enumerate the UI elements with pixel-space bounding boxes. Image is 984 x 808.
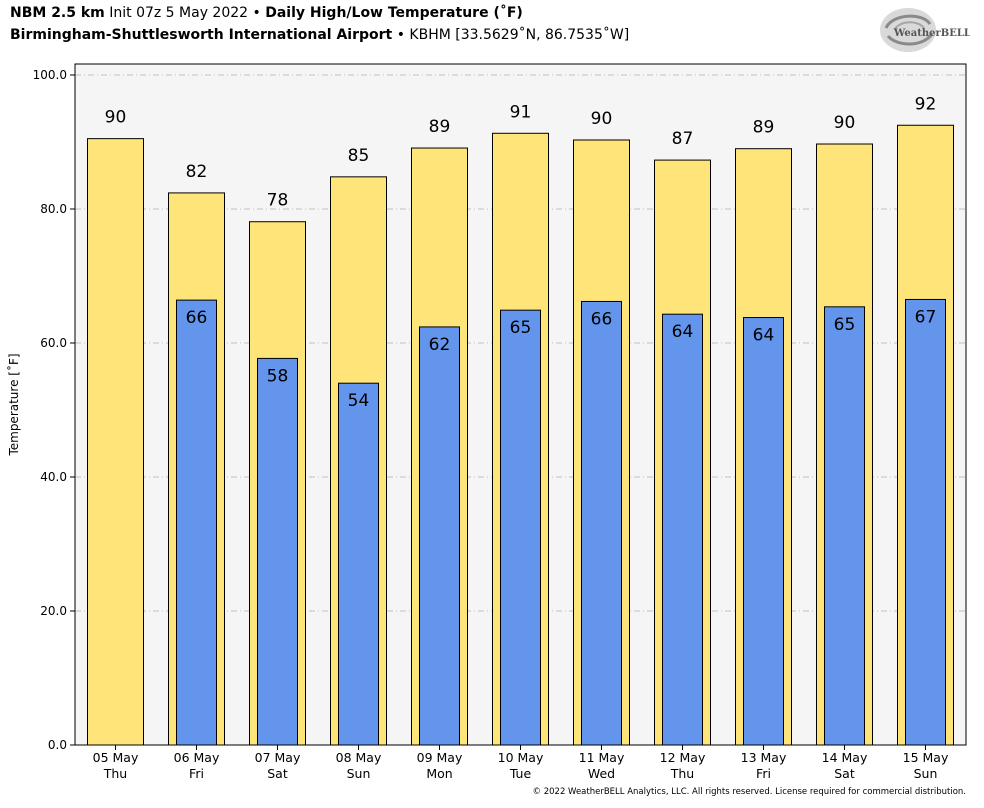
low-temp-label: 64 <box>753 326 775 346</box>
init-time: Init 07z 5 May 2022 <box>109 5 249 21</box>
x-tick-date: 09 May <box>417 750 463 765</box>
high-temp-label: 90 <box>834 113 856 133</box>
y-tick-label: 20.0 <box>40 604 67 618</box>
low-temp-bar <box>824 306 865 746</box>
y-tick-label: 100.0 <box>33 68 67 82</box>
low-temp-bar <box>743 317 784 746</box>
logo-text: WeatherBELL <box>893 28 970 39</box>
low-temp-bar <box>338 382 379 746</box>
title-bullet: • <box>252 5 261 21</box>
x-tick-date: 11 May <box>579 750 625 765</box>
y-tick-label: 40.0 <box>40 470 67 484</box>
product-name: Daily High/Low Temperature (˚F) <box>265 5 523 21</box>
y-tick-label: 80.0 <box>40 202 67 216</box>
x-tick-date: 15 May <box>903 750 949 765</box>
y-tick-label: 0.0 <box>48 738 67 752</box>
x-tick-day: Tue <box>509 766 532 781</box>
x-tick-day: Sun <box>914 766 938 781</box>
low-temp-label: 58 <box>267 366 289 386</box>
high-temp-label: 87 <box>672 129 694 149</box>
x-tick-day: Fri <box>189 766 204 781</box>
high-temp-label: 82 <box>186 162 208 182</box>
low-temp-bar <box>581 300 622 746</box>
weatherbell-logo-icon: WeatherBELL <box>880 8 970 52</box>
low-temp-bar <box>419 326 460 746</box>
high-temp-label: 90 <box>591 109 613 129</box>
low-temp-label: 65 <box>510 318 532 338</box>
x-tick-day: Sat <box>834 766 855 781</box>
low-temp-bar <box>905 298 946 746</box>
low-temp-label: 62 <box>429 335 451 355</box>
x-tick-date: 12 May <box>660 750 706 765</box>
station-info: KBHM [33.5629˚N, 86.7535˚W] <box>409 27 630 43</box>
high-temp-label: 85 <box>348 146 370 166</box>
x-tick-day: Thu <box>670 766 694 781</box>
x-tick-date: 07 May <box>255 750 301 765</box>
low-temp-label: 65 <box>834 315 856 335</box>
low-temp-bar <box>662 313 703 746</box>
high-temp-label: 78 <box>267 191 289 211</box>
chart-title-line-1: NBM 2.5 km Init 07z 5 May 2022 • Daily H… <box>10 5 523 21</box>
x-tick-day: Sat <box>267 766 288 781</box>
low-temp-bar <box>500 309 541 746</box>
low-temp-label: 66 <box>591 309 613 329</box>
x-tick-day: Mon <box>426 766 452 781</box>
x-tick-date: 13 May <box>741 750 787 765</box>
low-temp-label: 64 <box>672 322 694 342</box>
x-tick-date: 10 May <box>498 750 544 765</box>
high-temp-bar <box>87 138 144 746</box>
x-tick-day: Thu <box>103 766 127 781</box>
low-temp-bar <box>176 299 217 746</box>
high-temp-label: 89 <box>429 117 451 137</box>
low-temp-label: 54 <box>348 391 370 411</box>
x-tick-date: 06 May <box>174 750 220 765</box>
x-tick-day: Sun <box>347 766 371 781</box>
low-temp-label: 66 <box>186 308 208 328</box>
plot-frame <box>74 63 967 746</box>
model-name: NBM 2.5 km <box>10 5 105 21</box>
station-name: Birmingham-Shuttlesworth International A… <box>10 27 393 43</box>
x-tick-day: Wed <box>588 766 615 781</box>
high-temp-label: 92 <box>915 94 937 114</box>
x-tick-day: Fri <box>756 766 771 781</box>
copyright-footer: © 2022 WeatherBELL Analytics, LLC. All r… <box>532 787 966 797</box>
x-tick-date: 05 May <box>93 750 139 765</box>
x-tick-date: 14 May <box>822 750 868 765</box>
y-tick-label: 60.0 <box>40 336 67 350</box>
y-axis-label: Temperature [˚F] <box>6 353 21 456</box>
low-temp-bar <box>257 357 298 746</box>
title-bullet-2: • <box>396 27 405 43</box>
chart-title-line-2: Birmingham-Shuttlesworth International A… <box>10 27 629 43</box>
high-temp-label: 90 <box>105 108 127 128</box>
high-temp-label: 91 <box>510 102 532 122</box>
low-temp-label: 67 <box>915 307 937 327</box>
high-temp-label: 89 <box>753 118 775 138</box>
x-tick-date: 08 May <box>336 750 382 765</box>
